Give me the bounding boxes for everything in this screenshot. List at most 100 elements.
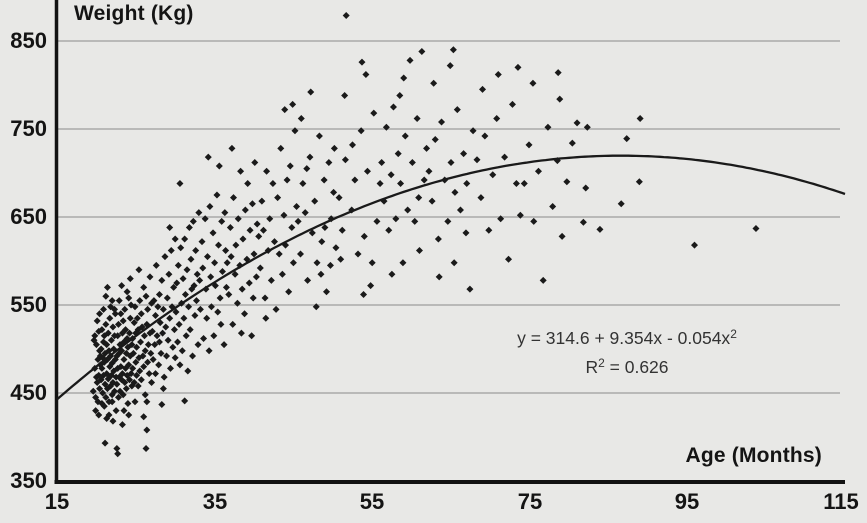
data-point <box>121 378 129 386</box>
data-point <box>183 266 191 274</box>
data-point <box>354 250 362 258</box>
data-point <box>307 88 315 96</box>
data-point <box>293 202 301 210</box>
data-point <box>401 132 409 140</box>
data-point <box>127 370 135 378</box>
data-point <box>222 246 230 254</box>
data-point <box>174 261 182 269</box>
data-point <box>125 294 133 302</box>
data-point <box>142 292 150 300</box>
data-point <box>156 319 164 327</box>
data-point <box>95 411 103 419</box>
data-point <box>481 132 489 140</box>
data-point <box>253 220 261 228</box>
data-point <box>539 276 547 284</box>
data-point <box>297 114 305 122</box>
data-point <box>544 123 552 131</box>
data-point <box>150 297 158 305</box>
data-point <box>556 95 564 103</box>
data-point <box>326 261 334 269</box>
data-point <box>174 338 182 346</box>
data-point <box>582 184 590 192</box>
data-point <box>370 109 378 117</box>
data-point <box>117 310 125 318</box>
data-point <box>278 270 286 278</box>
data-point <box>525 141 533 149</box>
data-point <box>237 329 245 337</box>
data-point <box>330 188 338 196</box>
data-point <box>89 387 97 395</box>
data-point <box>204 253 212 261</box>
data-point <box>166 364 174 372</box>
data-point <box>489 171 497 179</box>
data-point <box>159 305 167 313</box>
data-point <box>245 279 253 287</box>
data-point <box>177 244 185 252</box>
data-point <box>211 282 219 290</box>
data-point <box>91 364 99 372</box>
data-point <box>190 282 198 290</box>
data-point <box>752 224 760 232</box>
data-point <box>113 380 121 388</box>
data-point <box>529 79 537 87</box>
data-point <box>124 400 132 408</box>
data-point <box>636 114 644 122</box>
data-point <box>93 317 101 325</box>
data-point <box>112 407 120 415</box>
data-point <box>175 320 183 328</box>
data-point <box>512 180 520 188</box>
data-point <box>163 294 171 302</box>
data-point <box>534 167 542 175</box>
data-point <box>103 283 111 291</box>
data-point <box>167 246 175 254</box>
data-point <box>469 127 477 135</box>
trendline-r-squared: R2 = 0.626 <box>585 356 669 377</box>
data-point <box>228 144 236 152</box>
data-point <box>131 303 139 311</box>
data-point <box>227 253 235 261</box>
data-point <box>205 347 213 355</box>
data-point <box>106 314 114 322</box>
data-point <box>462 229 470 237</box>
data-point <box>155 338 163 346</box>
data-point <box>109 323 117 331</box>
data-point <box>98 400 106 408</box>
x-tick-15: 15 <box>44 489 70 514</box>
data-point <box>195 209 203 217</box>
data-point <box>274 194 282 202</box>
data-point <box>92 373 100 381</box>
data-point <box>389 103 397 111</box>
data-point <box>130 319 138 327</box>
data-point <box>140 413 148 421</box>
data-point <box>181 397 189 405</box>
data-point <box>229 320 237 328</box>
data-point <box>397 180 405 188</box>
data-point <box>299 180 307 188</box>
data-point <box>166 224 174 232</box>
data-point <box>155 361 163 369</box>
data-point <box>243 255 251 263</box>
data-point <box>246 226 254 234</box>
data-point <box>553 157 561 165</box>
data-point <box>102 393 110 401</box>
data-point <box>99 305 107 313</box>
data-point <box>406 56 414 64</box>
data-point <box>168 303 176 311</box>
data-point <box>191 312 199 320</box>
data-point <box>460 150 468 158</box>
data-point <box>98 364 106 372</box>
data-point <box>141 347 149 355</box>
data-point <box>558 232 566 240</box>
y-tick-850: 850 <box>10 28 47 53</box>
data-point <box>463 180 471 188</box>
data-point <box>399 259 407 267</box>
data-point <box>269 180 277 188</box>
data-point <box>121 305 129 313</box>
data-point <box>207 273 215 281</box>
data-point <box>146 273 154 281</box>
data-point <box>143 398 151 406</box>
data-point <box>139 352 147 360</box>
data-point <box>162 323 170 331</box>
data-point <box>360 232 368 240</box>
